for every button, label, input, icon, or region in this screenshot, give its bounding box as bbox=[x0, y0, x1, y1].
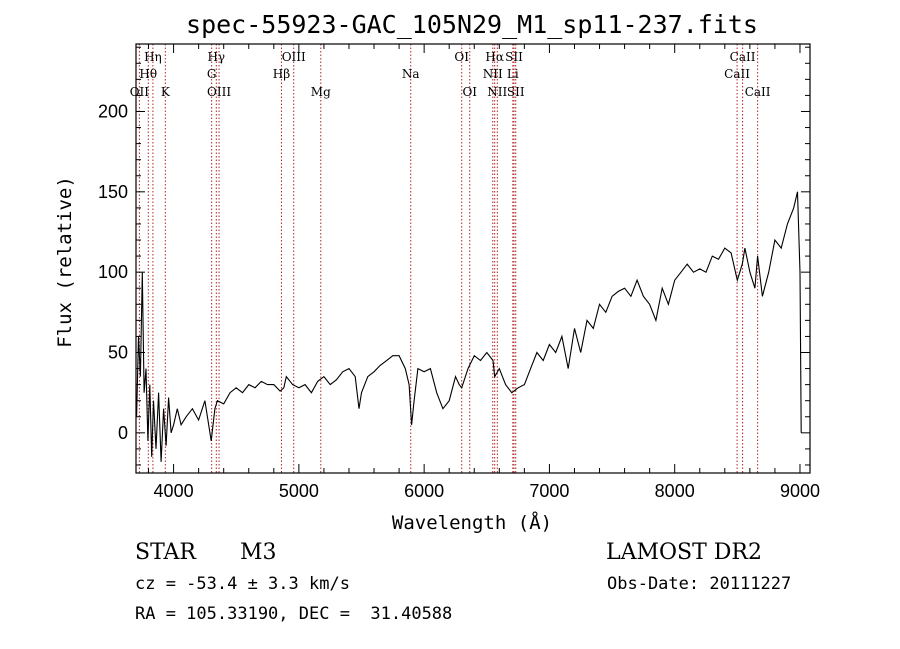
spectrum-series bbox=[136, 191, 802, 462]
y-tick-label: 0 bbox=[118, 423, 128, 443]
spectral-line-label: OI bbox=[462, 85, 477, 99]
y-axis-label: Flux (relative) bbox=[54, 176, 76, 348]
y-tick-label: 50 bbox=[108, 342, 128, 362]
spectral-line-label: SII bbox=[507, 85, 525, 99]
spectral-line-label: Hα bbox=[485, 50, 504, 64]
spectral-line-label: SII bbox=[505, 50, 523, 64]
spectral-line-label: Hγ bbox=[207, 50, 225, 64]
y-tick-label: 200 bbox=[98, 101, 128, 121]
spectral-line-label: CaII bbox=[730, 50, 756, 64]
axis-ticks bbox=[136, 44, 810, 473]
y-tick-label: 150 bbox=[98, 182, 128, 202]
obs-date: Obs-Date: 20111227 bbox=[607, 574, 791, 594]
spectral-line-label: Na bbox=[402, 67, 420, 81]
redshift-text: cz = -53.4 ± 3.3 km/s bbox=[135, 574, 350, 594]
spectral-line-label: G bbox=[207, 67, 217, 81]
spectral-line-label: Hη bbox=[144, 50, 162, 64]
spectral-line-label: Mg bbox=[311, 85, 331, 99]
x-axis-label: Wavelength (Å) bbox=[392, 511, 552, 534]
y-tick-labels: 0 50 100 150 200 bbox=[98, 101, 128, 442]
x-tick-label: 9000 bbox=[780, 481, 820, 501]
spectral-line-label: Hθ bbox=[139, 67, 157, 81]
spectral-line-label: OII bbox=[130, 85, 150, 99]
chart-title: spec-55923-GAC_105N29_M1_sp11-237.fits bbox=[186, 10, 758, 39]
spectral-line-label: OI bbox=[454, 50, 469, 64]
coordinates: RA = 105.33190, DEC = 31.40588 bbox=[135, 604, 452, 624]
spectral-line-label: CaII bbox=[724, 67, 750, 81]
spectral-line-label: NII bbox=[487, 85, 507, 99]
spectral-line-label: OIII bbox=[282, 50, 306, 64]
y-tick-label: 100 bbox=[98, 262, 128, 282]
x-tick-label: 6000 bbox=[404, 481, 444, 501]
survey-name: LAMOST DR2 bbox=[606, 540, 762, 565]
spectral-line-label: Hβ bbox=[273, 67, 290, 81]
line-markers bbox=[138, 44, 759, 473]
x-tick-label: 8000 bbox=[655, 481, 695, 501]
x-tick-labels: 4000 5000 6000 7000 8000 9000 bbox=[154, 481, 820, 501]
spectral-line-label: OIII bbox=[207, 85, 231, 99]
object-class: STAR bbox=[135, 540, 197, 565]
spectral-line-label: NII bbox=[483, 67, 503, 81]
x-tick-label: 4000 bbox=[154, 481, 194, 501]
spectral-line-label: Li bbox=[507, 67, 519, 81]
x-tick-label: 7000 bbox=[529, 481, 569, 501]
spectral-line-label: K bbox=[161, 85, 171, 99]
x-tick-label: 5000 bbox=[279, 481, 319, 501]
spectral-line-label: CaII bbox=[745, 85, 771, 99]
plot-frame bbox=[135, 43, 811, 474]
subclass: M3 bbox=[240, 540, 277, 565]
